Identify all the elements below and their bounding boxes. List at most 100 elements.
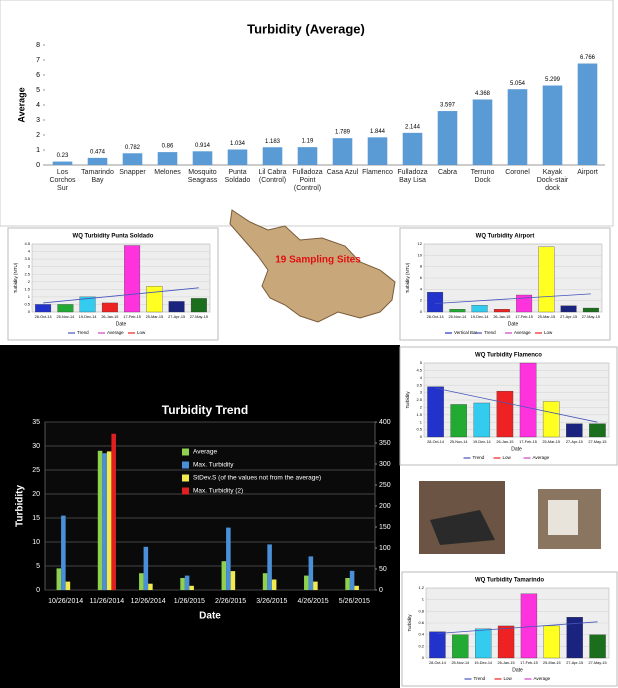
bar	[304, 575, 309, 590]
legend-label: Average	[107, 330, 124, 335]
bar	[437, 111, 458, 165]
y-tick-label: 8	[36, 42, 40, 49]
bar	[313, 581, 318, 590]
y-tick-label: 25	[32, 467, 40, 474]
y-axis-label: Turbidity	[15, 485, 26, 527]
x-tick-label: 5/26/2015	[339, 598, 370, 605]
bar	[61, 515, 66, 590]
bar	[345, 578, 350, 590]
y-tick-label: 3	[420, 390, 423, 395]
bar	[566, 423, 583, 438]
y-tick-label: 1.5	[416, 412, 422, 417]
y-tick-label: 1	[420, 419, 423, 424]
x-tick-label: Melones	[154, 169, 181, 176]
bar	[450, 404, 467, 438]
bar	[402, 132, 423, 165]
y-tick-label: 15	[32, 515, 40, 522]
x-tick-label: 26-Jan-15	[496, 440, 513, 444]
x-tick-label: 12/26/2014	[131, 598, 166, 605]
bar	[507, 89, 528, 165]
y-tick-label: 4.5	[416, 367, 422, 372]
legend-swatch	[182, 487, 189, 495]
bar	[332, 138, 353, 165]
x-tick-label: 17-Feb-15	[520, 661, 538, 665]
y-tick-label: 20	[32, 491, 40, 498]
x-tick-label: Casa Azul	[326, 169, 359, 176]
bar	[52, 161, 73, 165]
y2-tick-label: 0	[379, 587, 383, 594]
x-tick-label: 28-Oct-14	[35, 315, 52, 319]
y-tick-label: 3	[28, 264, 31, 269]
x-tick-label: 2/26/2015	[215, 598, 246, 605]
y-tick-label: 4	[28, 249, 31, 254]
x-tick-label: 19-Dec-14	[79, 315, 97, 319]
bar	[297, 147, 318, 165]
y-tick-label: 30	[32, 443, 40, 450]
bar	[57, 304, 74, 313]
bar	[349, 570, 355, 590]
y-tick-label: 0	[36, 162, 40, 169]
x-tick-label: Lil Cabra (Control)	[258, 169, 287, 184]
x-tick-label: Snapper	[119, 169, 146, 176]
bar	[516, 294, 533, 313]
x-tick-label: 27-May-15	[588, 661, 606, 665]
value-label: 1.789	[335, 130, 351, 136]
x-tick-label: 27-Apr-15	[566, 440, 583, 444]
x-tick-label: 25-Mar-15	[542, 440, 560, 444]
legend-swatch	[182, 474, 189, 482]
y-tick-label: 3	[36, 117, 40, 124]
bar	[520, 593, 538, 659]
bar	[566, 617, 583, 659]
x-axis-label: Date	[512, 667, 523, 673]
y-tick-label: 35	[32, 419, 40, 426]
x-tick-label: 25-Nov-14	[450, 440, 468, 444]
x-tick-label: 4/26/2015	[298, 598, 329, 605]
y-tick-label: 12	[418, 241, 423, 246]
bar	[262, 573, 268, 590]
x-tick-label: 27-Apr-15	[168, 315, 185, 319]
bar	[582, 307, 599, 313]
x-tick-label: 25-Nov-14	[451, 661, 469, 665]
chart-title: WQ Turbidity Tamarindo	[475, 578, 544, 584]
x-tick-label: 25-Nov-14	[57, 315, 75, 319]
legend-swatch	[182, 461, 189, 469]
y2-tick-label: 200	[379, 503, 391, 510]
y-tick-label: 0	[420, 309, 423, 314]
bar	[97, 450, 103, 590]
y-tick-label: 6	[420, 275, 423, 280]
x-tick-label: Kayak Dock-stair dock	[536, 169, 569, 192]
x-tick-label: 28-Oct-14	[427, 440, 444, 444]
bar	[79, 296, 96, 313]
bar	[429, 631, 446, 659]
value-label: 0.914	[195, 143, 211, 149]
y2-tick-label: 400	[379, 419, 391, 426]
x-tick-label: 25-Nov-14	[449, 315, 467, 319]
bar	[35, 304, 52, 313]
legend-label: Trend	[77, 330, 89, 335]
x-tick-label: 3/26/2015	[256, 598, 287, 605]
y-tick-label: 7	[36, 57, 40, 64]
y-tick-label: 4	[420, 286, 423, 291]
y-axis-label: Turbidity	[405, 391, 410, 409]
bar	[221, 561, 227, 590]
y2-tick-label: 350	[379, 440, 391, 447]
legend-label: Vertical Bar	[454, 330, 478, 335]
chart-title: Turbidity Trend	[162, 403, 248, 417]
bar	[589, 423, 606, 438]
bar	[56, 568, 62, 590]
y-tick-label: 2	[420, 404, 423, 409]
value-label: 5.299	[545, 77, 561, 83]
map-label: 19 Sampling Sites	[275, 255, 361, 266]
x-tick-label: 27-May-15	[190, 315, 208, 319]
legend-label: Low	[137, 330, 146, 335]
x-tick-label: Tamarindo Bay	[81, 169, 114, 184]
y-tick-label: 0	[422, 655, 425, 660]
x-tick-label: 25-Mar-15	[538, 315, 556, 319]
y-tick-label: 2	[28, 279, 31, 284]
x-tick-label: 17-Feb-15	[515, 315, 533, 319]
trend-line	[437, 621, 598, 634]
x-tick-label: 10/26/2014	[48, 598, 83, 605]
y-tick-label: 4	[420, 375, 423, 380]
legend-label: Low	[503, 455, 512, 460]
